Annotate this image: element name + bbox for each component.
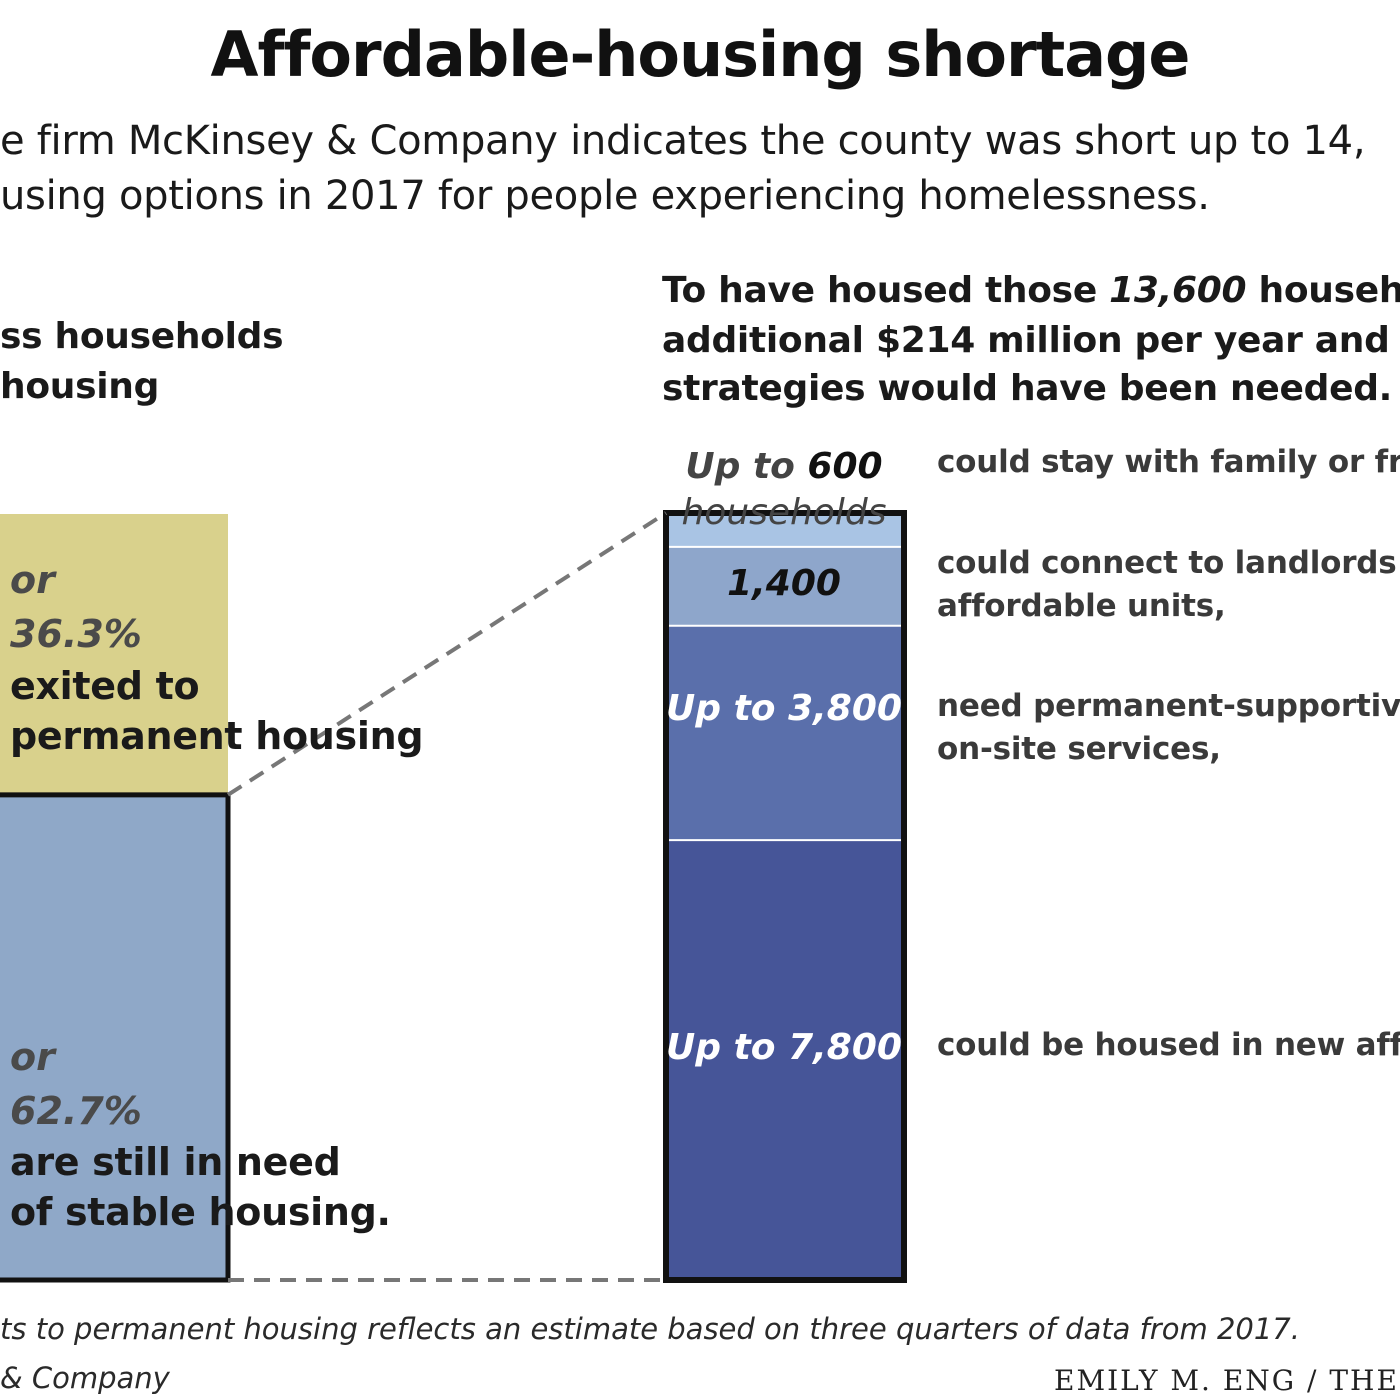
connector-top: [226, 511, 668, 797]
intro-line-2: using options in 2017 for people experie…: [0, 173, 1210, 219]
bar-segment-1400: [666, 546, 904, 626]
footnote: ts to permanent housing reflects an esti…: [0, 1312, 1300, 1346]
in-need-text-1: are still in need: [10, 1140, 341, 1184]
exited-percent-label: 36.3%: [10, 612, 142, 656]
segment-desc-3800-line-2: on-site services,: [937, 731, 1221, 767]
bar-segment-600: [666, 513, 904, 547]
bar-segment-3800: [666, 625, 904, 841]
segment-desc-1400-line-2: affordable units,: [937, 588, 1226, 624]
in-need-text-2: of stable housing.: [10, 1190, 391, 1234]
right-heading-line-2: additional $214 million per year and sev: [662, 320, 1400, 361]
credit-line: EMILY M. ENG / THE: [1054, 1364, 1399, 1397]
exited-text-1: exited to: [10, 664, 200, 708]
right-heading-line-1: To have housed those 13,600 household: [662, 270, 1400, 311]
segment-desc-7800: could be housed in new affor: [937, 1027, 1400, 1063]
source-note: & Company: [0, 1361, 170, 1395]
bar-segment-7800: [666, 840, 904, 1280]
bar-exited-permanent: [0, 514, 228, 795]
exited-or: or: [10, 558, 55, 602]
exited-text-2: permanent housing: [10, 714, 424, 758]
in-need-or: or: [10, 1035, 55, 1079]
intro-line-1: e firm McKinsey & Company indicates the …: [0, 118, 1366, 164]
segment-label-1400: 1,400: [727, 563, 841, 604]
segment-desc-600: could stay with family or frie: [937, 444, 1400, 480]
segment-desc-1400-line-1: could connect to landlords of: [937, 545, 1400, 581]
segment-desc-3800-line-1: need permanent-supportive h: [937, 688, 1400, 724]
segment-label-600: Up to 600 households: [681, 446, 887, 533]
left-heading-line-1: ss households: [0, 316, 284, 357]
right-heading-line-3: strategies would have been needed.: [662, 368, 1393, 409]
left-heading-line-2: housing: [0, 366, 160, 407]
bar-still-in-need: [0, 792, 231, 1283]
segment-label-3800: Up to 3,800: [666, 688, 902, 729]
chart-title: Affordable-housing shortage: [210, 18, 1191, 91]
right-bar-outline: [663, 510, 907, 1283]
in-need-percent-label: 62.7%: [10, 1089, 142, 1133]
segment-label-7800: Up to 7,800: [666, 1027, 902, 1068]
